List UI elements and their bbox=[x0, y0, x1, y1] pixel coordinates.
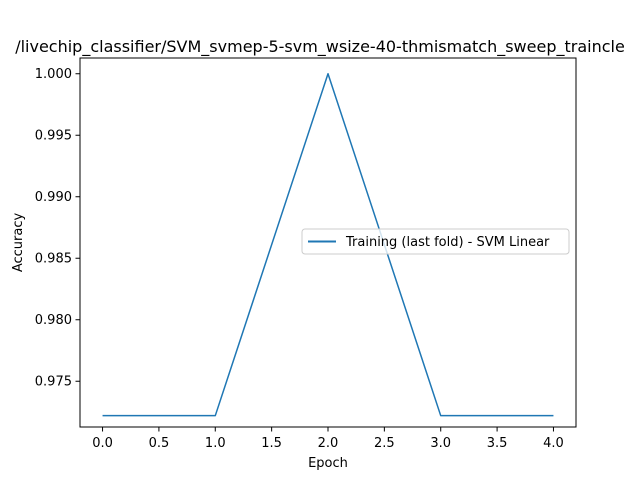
x-tick-label: 4.0 bbox=[543, 436, 564, 451]
x-tick-label: 0.0 bbox=[92, 436, 113, 451]
y-axis-label: Accuracy bbox=[11, 213, 26, 273]
y-tick-label: 1.000 bbox=[35, 67, 72, 82]
y-axis: 0.975 0.980 0.985 0.990 0.995 1.000 bbox=[35, 67, 80, 390]
x-tick-label: 2.5 bbox=[374, 436, 395, 451]
y-tick-label: 0.990 bbox=[35, 190, 72, 205]
y-tick-label: 0.975 bbox=[35, 375, 72, 390]
y-tick-label: 0.980 bbox=[35, 313, 72, 328]
legend: Training (last fold) - SVM Linear bbox=[301, 228, 570, 255]
plot-frame bbox=[79, 57, 577, 428]
x-tick-label: 1.0 bbox=[205, 436, 226, 451]
x-axis-label: Epoch bbox=[308, 456, 348, 471]
x-tick-label: 1.5 bbox=[261, 436, 282, 451]
y-tick-label: 0.985 bbox=[35, 252, 72, 267]
x-tick-label: 3.0 bbox=[430, 436, 451, 451]
legend-box bbox=[301, 228, 570, 255]
x-tick-label: 2.0 bbox=[318, 436, 339, 451]
x-tick-label: 3.5 bbox=[487, 436, 508, 451]
y-tick-label: 0.995 bbox=[35, 129, 72, 144]
chart-title: /livechip_classifier/SVM_svmep-5-svm_wsi… bbox=[15, 37, 625, 57]
x-axis: 0.0 0.5 1.0 1.5 2.0 2.5 3.0 3.5 4.0 bbox=[92, 427, 564, 451]
series-line bbox=[102, 72, 554, 417]
series-layer bbox=[102, 72, 554, 417]
x-tick-label: 0.5 bbox=[149, 436, 170, 451]
legend-label: Training (last fold) - SVM Linear bbox=[345, 235, 550, 250]
